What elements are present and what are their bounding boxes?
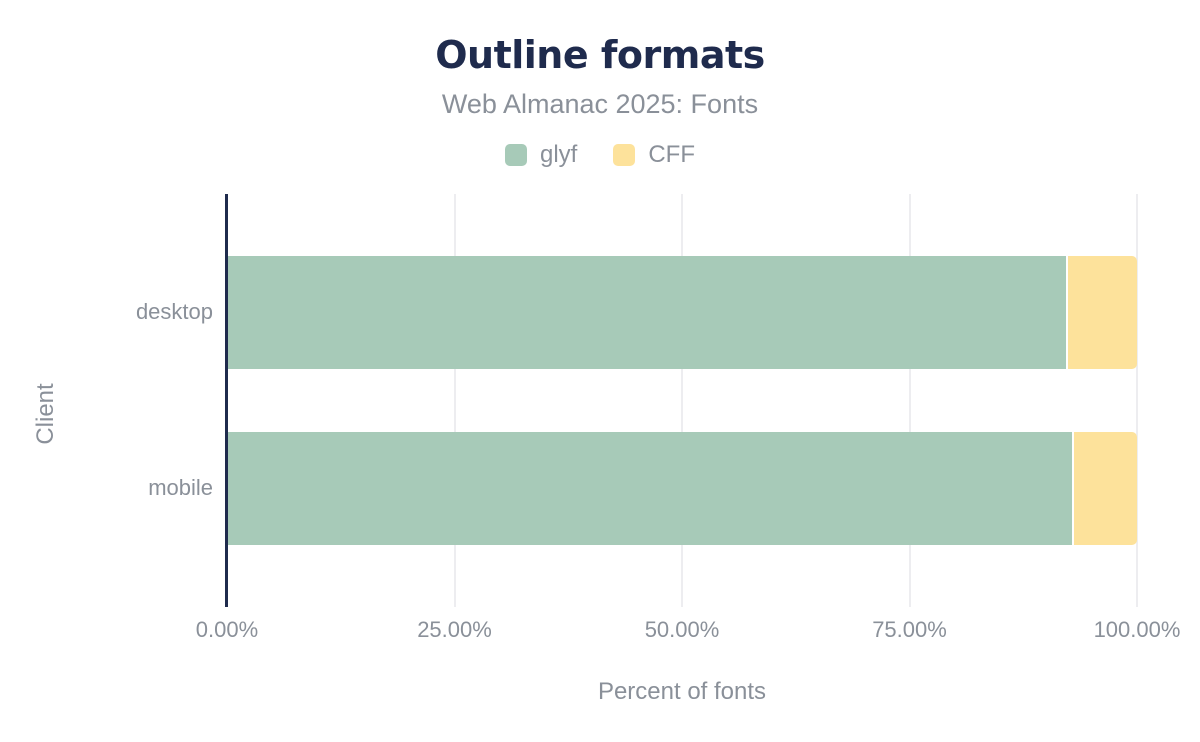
x-tick-label-75: 75.00%	[872, 617, 947, 642]
legend-label: glyf	[539, 141, 578, 168]
legend-swatch-cff	[613, 144, 636, 166]
bar-desktop	[228, 255, 1137, 369]
chart-title: Outline formats	[435, 33, 765, 77]
gridline-75	[908, 194, 911, 607]
x-tick-label-0: 0.00%	[195, 617, 259, 642]
category-label-mobile: mobile	[148, 475, 213, 500]
gridline-100	[1136, 194, 1138, 607]
legend-item-glyf: glyf	[504, 141, 578, 169]
bar-segment-mobile-cff	[1072, 431, 1137, 545]
x-tick-label-100: 100.00%	[1093, 617, 1181, 642]
y-axis-title: Client	[32, 383, 59, 445]
legend: glyf CFF	[0, 141, 1200, 169]
category-label-desktop: desktop	[135, 299, 213, 324]
x-tick-label-25: 25.00%	[417, 617, 492, 642]
legend-item-cff: CFF	[613, 141, 695, 169]
y-axis-line	[225, 194, 228, 607]
bar-segment-desktop-cff	[1066, 255, 1137, 369]
x-tick-label-50: 50.00%	[644, 617, 720, 642]
chart-subtitle: Web Almanac 2025: Fonts	[441, 89, 759, 119]
bar-segment-mobile-glyf	[228, 431, 1073, 545]
gridline-50	[681, 194, 683, 607]
bar-segment-desktop-glyf	[228, 255, 1067, 369]
legend-swatch-glyf	[504, 144, 527, 166]
bar-mobile	[228, 431, 1137, 545]
gridline-25	[453, 194, 456, 607]
x-axis-title: Percent of fonts	[597, 678, 767, 705]
legend-label: CFF	[648, 141, 695, 168]
